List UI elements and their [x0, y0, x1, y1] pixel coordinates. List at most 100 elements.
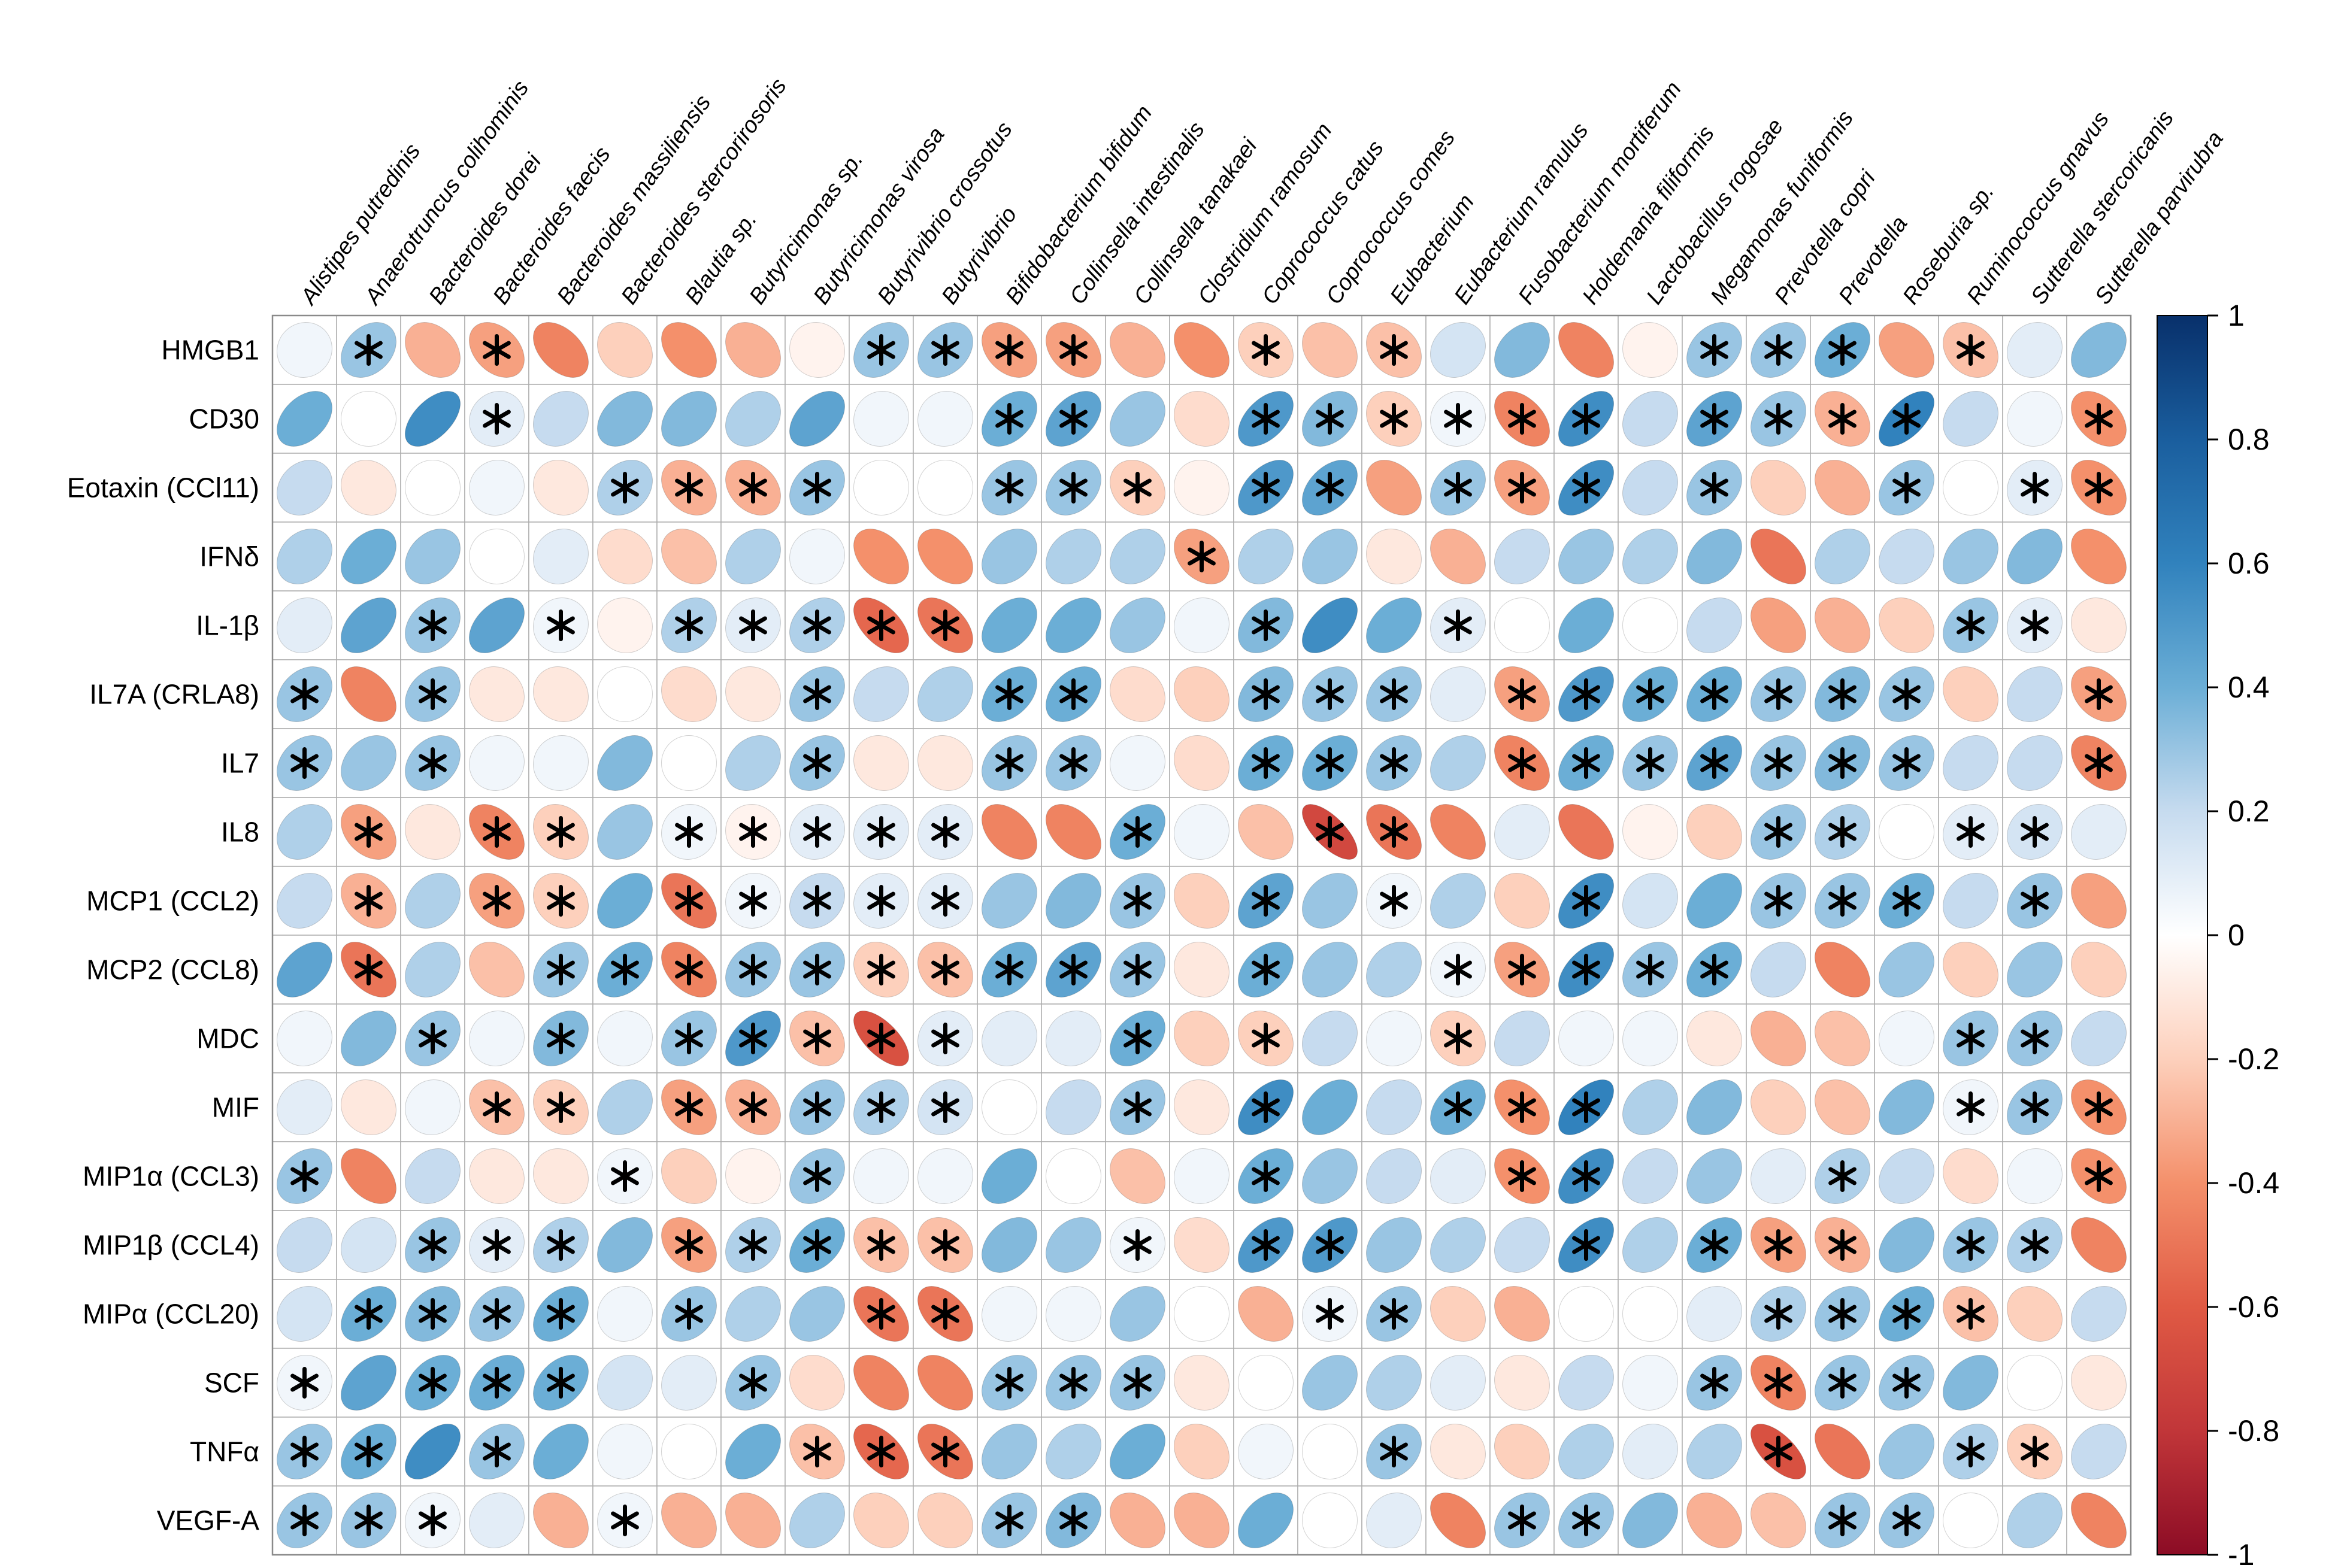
significance-star: [611, 1505, 639, 1536]
corr-cell: [1041, 797, 1106, 867]
corr-cell: [1553, 1485, 1619, 1555]
corr-cell: [464, 866, 529, 936]
star-stroke: [355, 341, 383, 359]
corr-cell: [592, 935, 658, 1005]
star-stroke: [1957, 1442, 1985, 1461]
significance-star: [1059, 1367, 1088, 1399]
corr-cell: [1105, 1141, 1170, 1211]
corr-cell: [849, 1210, 914, 1280]
correlation-ellipse: [1046, 1424, 1101, 1479]
corr-cell: [1618, 935, 1683, 1005]
correlation-ellipse: [982, 1286, 1037, 1342]
significance-star: [1700, 403, 1728, 435]
corr-cell: [1105, 866, 1170, 936]
correlation-ellipse: [1815, 529, 1870, 584]
star-stroke: [1892, 685, 1921, 703]
star-stroke: [739, 478, 767, 497]
significance-star: [1892, 678, 1921, 710]
corr-cell: [913, 590, 978, 660]
significance-star: [1444, 472, 1472, 504]
star-stroke: [483, 1373, 511, 1392]
colorbar-tick-label: 0.8: [2228, 423, 2270, 456]
correlation-ellipse: [725, 529, 781, 584]
significance-star: [1252, 1229, 1280, 1261]
correlation-ellipse: [789, 322, 845, 378]
corr-cell: [977, 590, 1042, 660]
correlation-ellipse: [1302, 1148, 1358, 1204]
significance-star: [1059, 747, 1088, 779]
corr-cell: [785, 935, 850, 1005]
star-stroke: [1508, 478, 1536, 497]
star-stroke: [995, 1373, 1023, 1392]
corr-cell: [1425, 728, 1491, 798]
correlation-ellipse: [1494, 873, 1550, 929]
corr-cell: [913, 1417, 978, 1487]
star-stroke: [931, 1305, 959, 1323]
corr-cell: [272, 1485, 337, 1555]
star-stroke: [1059, 754, 1088, 772]
corr-cell: [1938, 1485, 2003, 1555]
correlation-ellipse: [1238, 1493, 1294, 1548]
corr-cell: [913, 521, 978, 592]
correlation-ellipse: [405, 1148, 461, 1204]
corr-cell: [1489, 1348, 1555, 1418]
corr-cell: [2002, 659, 2067, 729]
correlation-ellipse: [597, 529, 653, 584]
corr-cell: [1041, 1141, 1106, 1211]
corr-cell: [785, 315, 850, 385]
corr-cell: [1618, 1485, 1683, 1555]
corr-cell: [720, 590, 786, 660]
corr-cell: [272, 797, 337, 867]
colorbar-tick-label: -0.8: [2228, 1414, 2279, 1448]
star-stroke: [1123, 891, 1152, 910]
corr-cell: [1297, 1210, 1362, 1280]
corr-cell: [913, 1210, 978, 1280]
corr-cell: [400, 1210, 465, 1280]
correlation-ellipse: [1558, 322, 1614, 378]
corr-cell: [1425, 1003, 1491, 1073]
correlation-ellipse: [1046, 1286, 1101, 1342]
correlation-ellipse: [1430, 873, 1486, 929]
corr-cell: [849, 659, 914, 729]
correlation-ellipse: [341, 598, 396, 653]
corr-cell: [1553, 797, 1619, 867]
significance-star: [1059, 1505, 1088, 1536]
correlation-ellipse: [1943, 735, 1998, 791]
corr-cell: [1553, 590, 1619, 660]
corr-cell: [1105, 1210, 1170, 1280]
star-stroke: [1123, 1029, 1152, 1048]
correlation-ellipse: [597, 873, 653, 929]
significance-star: [419, 1298, 447, 1330]
significance-star: [1572, 1160, 1600, 1192]
corr-cell: [913, 315, 978, 385]
corr-cell: [2066, 659, 2131, 729]
colorbar-tick-label: 0.4: [2228, 671, 2270, 704]
corr-cell: [1233, 1003, 1298, 1073]
star-stroke: [803, 1442, 831, 1461]
star-stroke: [547, 1373, 575, 1392]
corr-cell: [1489, 1141, 1555, 1211]
significance-star: [419, 1229, 447, 1261]
star-stroke: [803, 823, 831, 841]
correlation-ellipse: [1174, 804, 1229, 860]
significance-star: [1700, 747, 1728, 779]
correlation-ellipse: [1751, 1148, 1806, 1204]
correlation-ellipse: [917, 1355, 973, 1411]
corr-cell: [1746, 1141, 1811, 1211]
significance-star: [1700, 954, 1728, 985]
significance-star: [1380, 403, 1408, 435]
corr-cell: [849, 866, 914, 936]
corr-cell: [1682, 1141, 1747, 1211]
significance-star: [1957, 334, 1985, 366]
corr-cell: [2002, 797, 2067, 867]
corr-cell: [592, 315, 658, 385]
corr-cell: [592, 866, 658, 936]
star-stroke: [1764, 754, 1792, 772]
star-stroke: [1892, 1373, 1921, 1392]
corr-cell: [913, 797, 978, 867]
corr-cell: [1361, 1348, 1427, 1418]
star-stroke: [1188, 547, 1216, 566]
colorbar-tick-label: -0.6: [2228, 1290, 2279, 1324]
star-stroke: [803, 478, 831, 497]
star-stroke: [1444, 960, 1472, 979]
